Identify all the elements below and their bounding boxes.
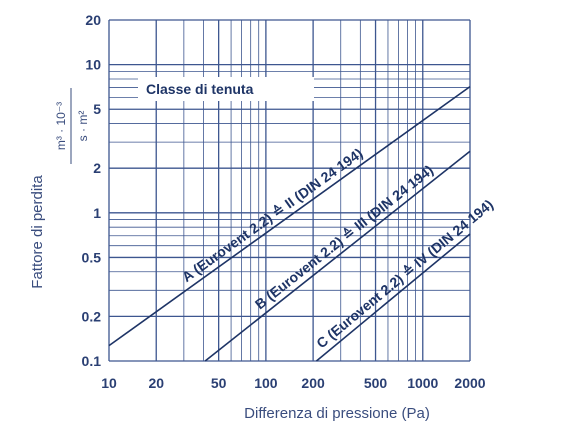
x-tick-label: 1000	[407, 375, 438, 391]
y-unit-numerator: m³ · 10⁻³	[54, 102, 68, 150]
curve-labels: A (Eurovent 2.2) ≙ II (DIN 24 194)B (Eur…	[179, 145, 496, 351]
x-tick-label: 200	[301, 375, 325, 391]
y-tick-label: 0.1	[82, 353, 102, 369]
curve-b-line	[204, 150, 471, 362]
y-tick-label: 20	[85, 12, 101, 28]
curve-c-line	[315, 233, 471, 362]
grid	[108, 19, 471, 362]
y-unit-denominator: s · m²	[76, 111, 90, 142]
x-tick-label: 10	[101, 375, 117, 391]
y-tick-label: 0.5	[82, 249, 102, 265]
x-tick-label: 2000	[454, 375, 485, 391]
y-axis-unit: m³ · 10⁻³ s · m²	[54, 88, 90, 164]
x-tick-label: 100	[254, 375, 278, 391]
y-tick-label: 5	[93, 101, 101, 117]
x-tick-label: 50	[211, 375, 227, 391]
y-tick-label: 2	[93, 160, 101, 176]
legend-title: Classe di tenuta	[146, 81, 254, 97]
y-axis-label: Fattore di perdita	[29, 175, 46, 289]
x-tick-label: 500	[364, 375, 388, 391]
y-tick-label: 1	[93, 205, 101, 221]
y-tick-labels: 0.1 0.2 0.5 1 2 5 10 20	[82, 12, 102, 369]
legend-title-box	[138, 77, 314, 101]
y-tick-label: 10	[85, 57, 101, 73]
x-tick-label: 20	[148, 375, 164, 391]
x-tick-labels: 10 20 50 100 200 500 1000 2000	[101, 375, 486, 391]
curve-a-line	[108, 86, 471, 347]
x-axis-label: Differenza di pressione (Pa)	[244, 405, 430, 422]
y-tick-label: 0.2	[82, 308, 102, 324]
curve-b-label: B (Eurovent 2.2) ≙ III (DIN 24 194)	[252, 162, 436, 313]
curves	[108, 86, 471, 362]
curve-a-label: A (Eurovent 2.2) ≙ II (DIN 24 194)	[179, 145, 366, 285]
